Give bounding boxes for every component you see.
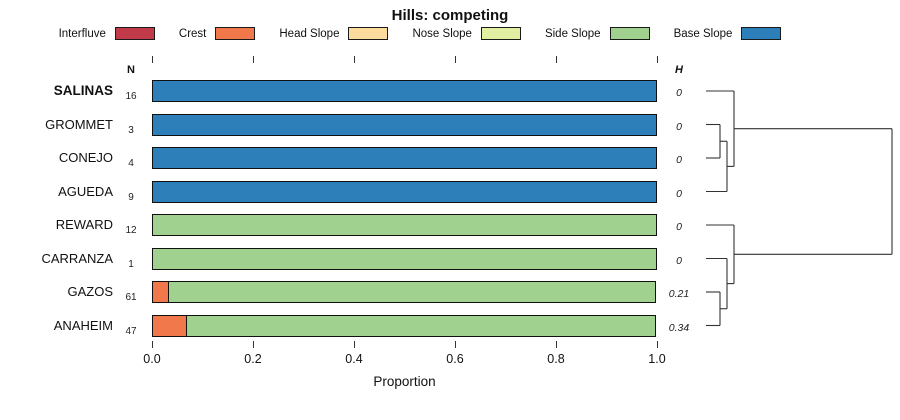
row-label-grommet: GROMMET — [45, 116, 113, 132]
bar-segment-base-slope — [152, 147, 657, 169]
x-axis-tick-top — [152, 56, 153, 63]
n-value: 1 — [128, 258, 134, 270]
h-value: 0 — [676, 254, 682, 267]
bar-row-conejo — [152, 147, 657, 169]
h-column-header: H — [675, 64, 683, 76]
legend-item-interfluve: Interfluve — [59, 27, 155, 40]
h-value: 0 — [676, 221, 682, 233]
x-axis-tick-bottom — [455, 341, 456, 348]
bar-segment-side-slope — [152, 247, 657, 270]
n-value: 61 — [125, 292, 137, 303]
bar-row-grommet — [152, 113, 657, 136]
legend: Interfluve Crest Head Slope Nose Slope Side … — [0, 27, 840, 40]
bar-row-gazos — [152, 281, 657, 303]
h-value: 0 — [676, 154, 682, 166]
x-axis-tick-bottom — [253, 341, 254, 348]
h-value: 0.21 — [668, 288, 690, 300]
n-value: 12 — [125, 225, 137, 236]
bar-segment-base-slope — [152, 180, 657, 203]
dendrogram — [706, 90, 893, 327]
x-axis-tick-top — [556, 56, 557, 63]
n-value: 16 — [125, 91, 137, 102]
n-value: 9 — [128, 191, 134, 203]
row-label-carranza: CARRANZA — [41, 250, 113, 266]
row-label-gazos: GAZOS — [67, 284, 113, 299]
legend-swatch — [114, 27, 155, 40]
x-axis-tick-label: 1.0 — [648, 352, 666, 366]
x-axis-tick-top — [253, 56, 254, 63]
bar-segment-side-slope — [186, 314, 656, 337]
bar-segment-side-slope — [168, 281, 656, 303]
bar-row-salinas — [152, 80, 657, 102]
n-value: 4 — [128, 158, 134, 169]
chart-title: Hills: competing — [391, 7, 509, 24]
h-value: 0.34 — [668, 321, 690, 334]
x-axis-tick-label: 0.6 — [446, 352, 464, 366]
bar-segment-base-slope — [152, 113, 657, 136]
bar-row-carranza — [152, 247, 657, 270]
bar-segment-side-slope — [152, 214, 657, 236]
legend-label: Side Slope — [544, 27, 601, 40]
bar-segment-base-slope — [152, 80, 657, 102]
bar-row-agueda — [152, 180, 657, 203]
x-axis-label: Proportion — [373, 374, 436, 389]
legend-label: Interfluve — [58, 27, 106, 40]
x-axis-tick-bottom — [354, 341, 355, 348]
x-axis-tick-label: 0.4 — [345, 352, 363, 366]
row-label-salinas: SALINAS — [53, 83, 113, 98]
x-axis-tick-top — [354, 56, 355, 63]
bar-row-anaheim — [152, 314, 657, 337]
x-axis-tick-bottom — [556, 341, 557, 348]
bar-segment-crest — [152, 281, 170, 303]
legend-item-crest: Crest — [178, 27, 256, 40]
legend-item-nose-slope: Nose Slope — [412, 27, 521, 40]
x-axis-tick-top — [455, 56, 456, 63]
legend-item-side-slope: Side Slope — [545, 27, 650, 40]
x-axis-tick-bottom — [657, 341, 658, 348]
legend-label: Base Slope — [673, 27, 733, 40]
n-value: 3 — [128, 124, 134, 136]
x-axis-tick-label: 0.8 — [547, 352, 565, 366]
h-value: 0 — [676, 87, 682, 99]
legend-swatch — [480, 27, 521, 40]
row-label-anaheim: ANAHEIM — [53, 317, 113, 333]
bar-row-reward — [152, 214, 657, 236]
legend-swatch — [348, 27, 389, 40]
n-column-header: N — [127, 64, 135, 76]
legend-swatch — [215, 27, 256, 40]
legend-swatch — [609, 27, 650, 40]
x-axis-tick-label: 0.0 — [143, 352, 161, 366]
n-value: 47 — [125, 325, 137, 337]
x-axis-tick-label: 0.2 — [244, 352, 262, 366]
row-label-agueda: AGUEDA — [58, 183, 113, 199]
h-value: 0 — [676, 120, 682, 133]
legend-item-head-slope: Head Slope — [279, 27, 389, 40]
row-label-reward: REWARD — [55, 217, 113, 232]
bar-segment-crest — [152, 314, 188, 337]
row-label-conejo: CONEJO — [58, 150, 113, 165]
h-value: 0 — [676, 187, 682, 200]
legend-label: Nose Slope — [412, 27, 472, 40]
legend-label: Head Slope — [279, 27, 340, 40]
x-axis-tick-bottom — [152, 341, 153, 348]
legend-item-base-slope: Base Slope — [674, 27, 782, 40]
x-axis-tick-top — [657, 56, 658, 63]
legend-label: Crest — [178, 27, 207, 40]
legend-swatch — [741, 27, 782, 40]
